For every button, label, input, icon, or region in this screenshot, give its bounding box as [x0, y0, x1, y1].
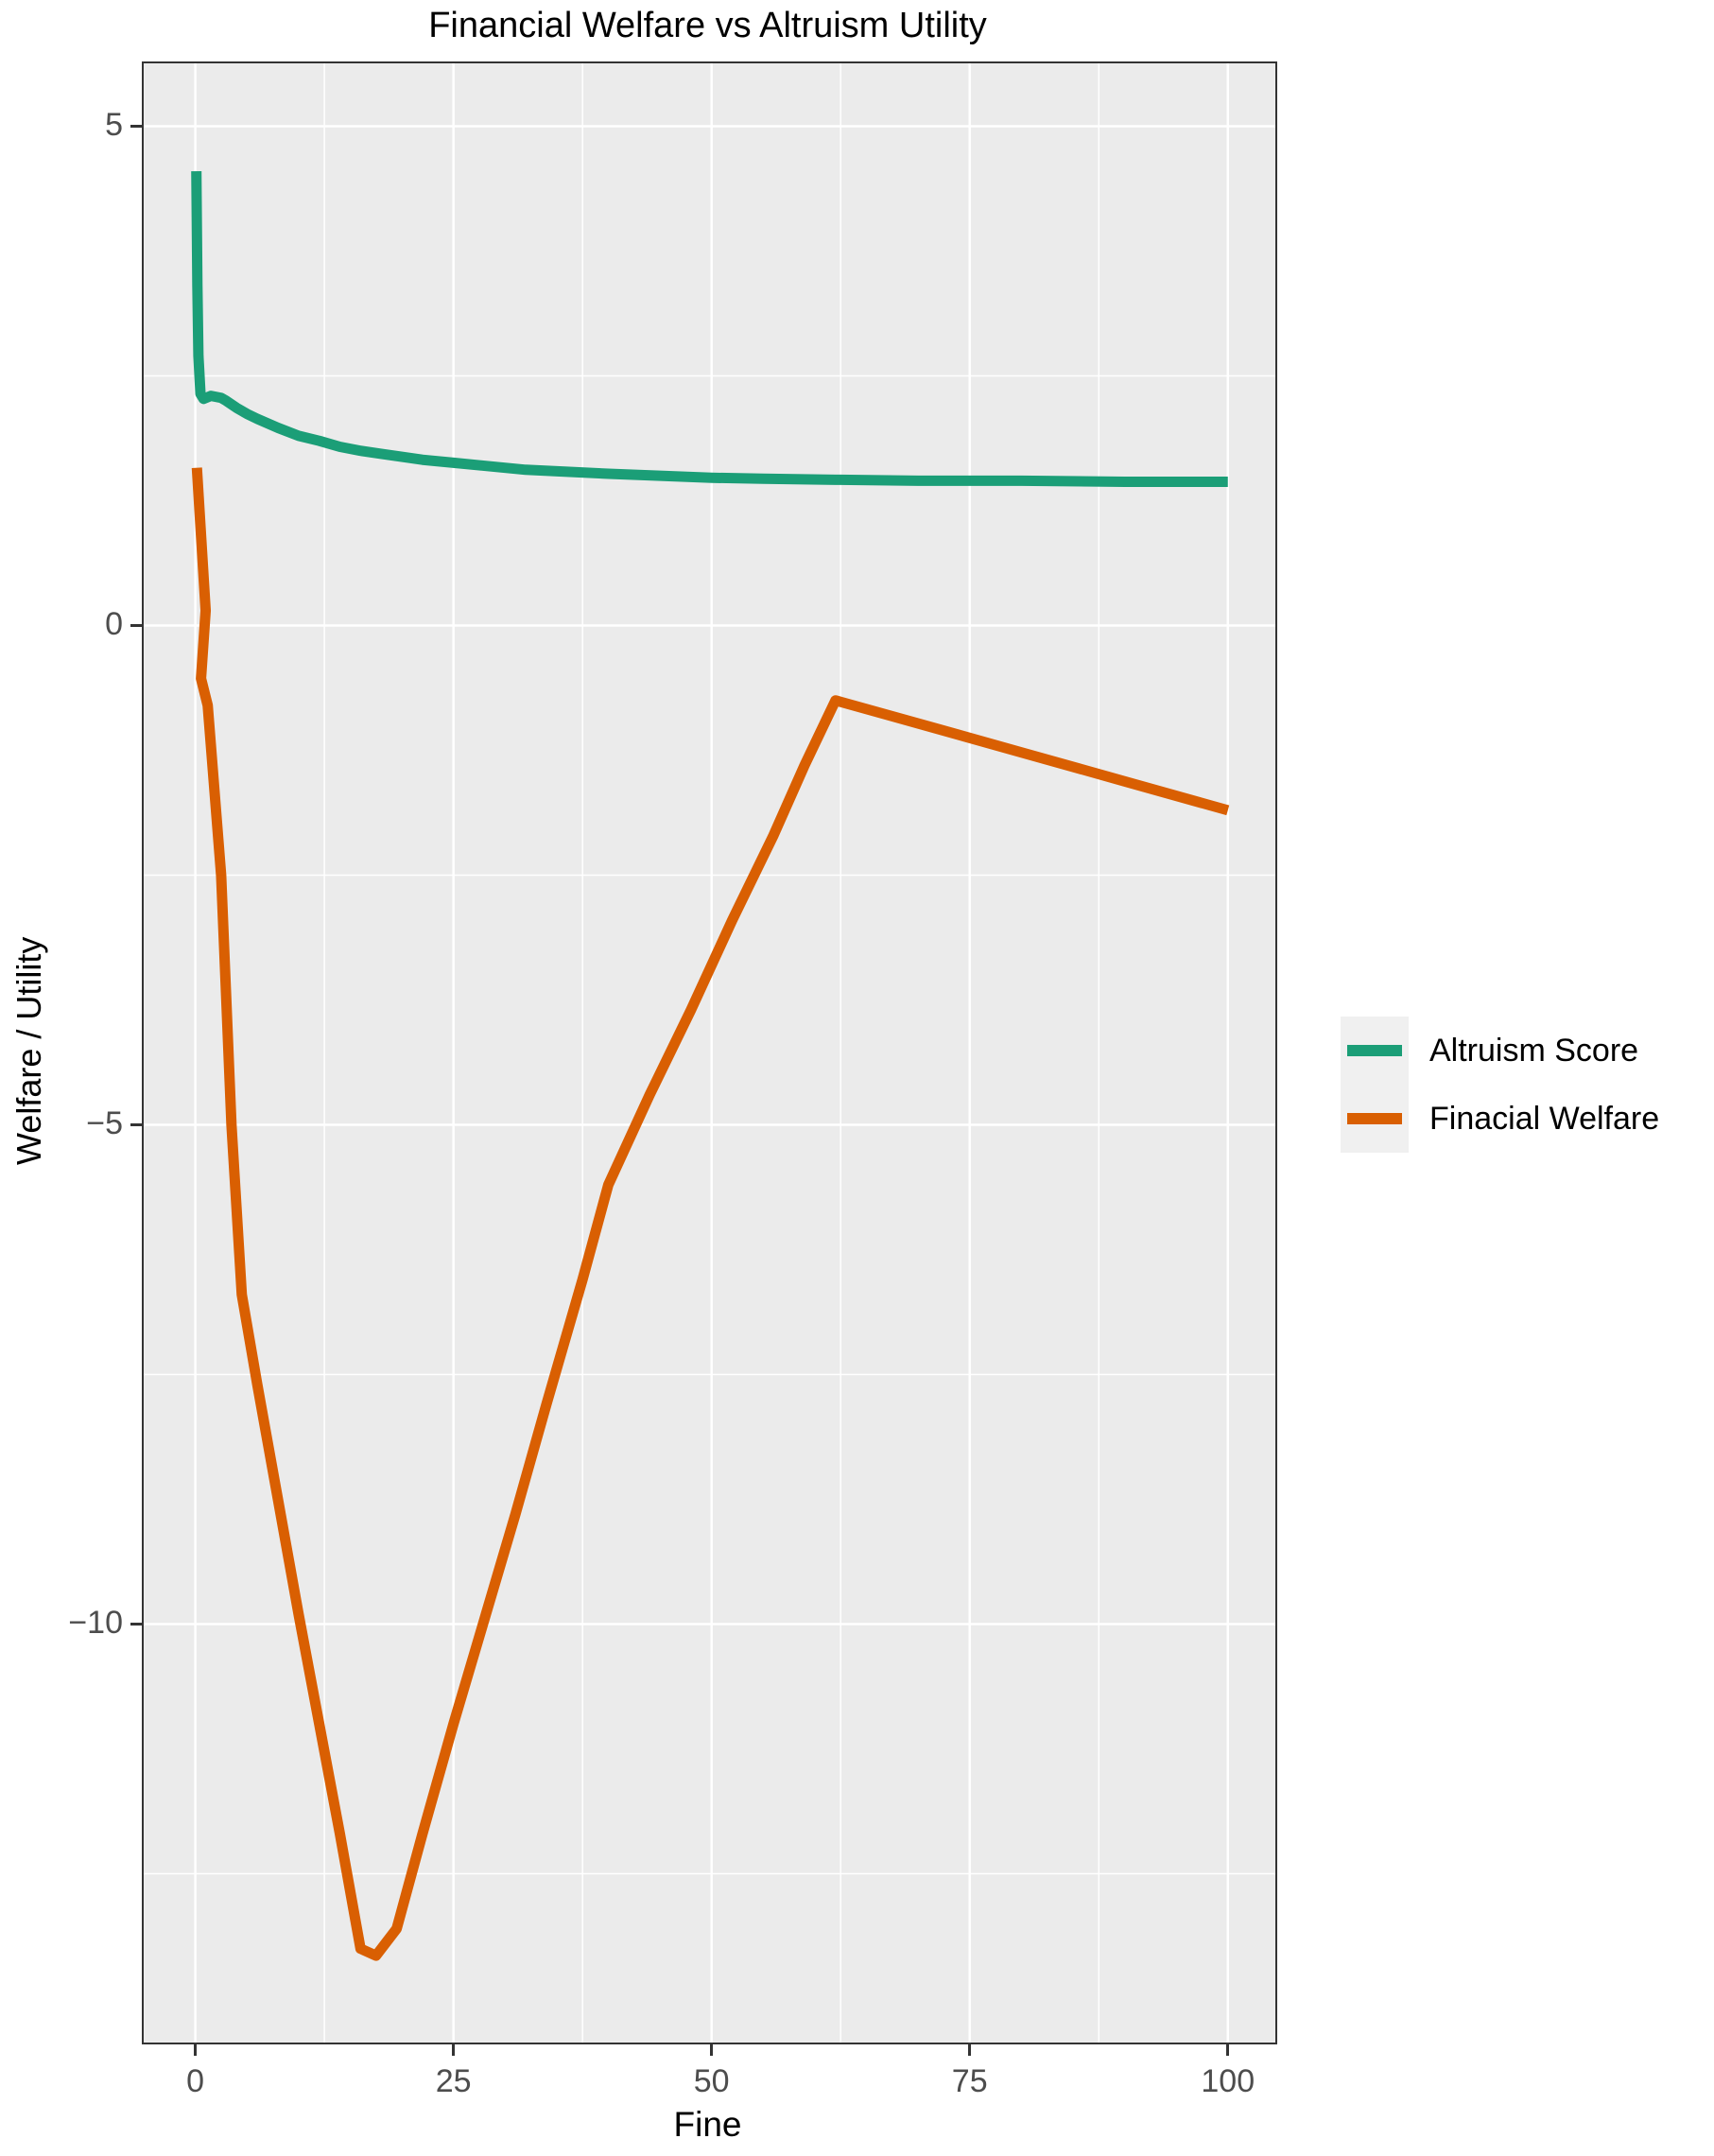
legend: Altruism Score Finacial Welfare — [1341, 1017, 1659, 1153]
plot-area — [144, 63, 1275, 2043]
x-tick-mark — [1226, 2044, 1230, 2056]
legend-label: Altruism Score — [1429, 1032, 1639, 1069]
x-tick-label: 100 — [1201, 2063, 1255, 2099]
x-tick-mark — [194, 2044, 198, 2056]
legend-line-swatch — [1347, 1113, 1402, 1124]
x-tick-label: 75 — [951, 2063, 988, 2099]
y-tick-label: −5 — [86, 1104, 123, 1141]
y-tick-mark — [130, 1623, 142, 1626]
line-finacial-welfare — [191, 467, 1230, 1961]
x-tick-label: 25 — [435, 2063, 472, 2099]
legend-item-finacial-welfare: Finacial Welfare — [1341, 1085, 1659, 1153]
x-tick-label: 0 — [186, 2063, 205, 2099]
y-tick-mark — [130, 624, 142, 628]
y-tick-mark — [130, 125, 142, 129]
x-tick-mark — [710, 2044, 714, 2056]
legend-key — [1341, 1085, 1409, 1153]
legend-key — [1341, 1017, 1409, 1085]
y-tick-label: −10 — [68, 1604, 123, 1641]
line-altruism-score — [191, 170, 1228, 487]
x-tick-mark — [968, 2044, 972, 2056]
y-tick-mark — [130, 1123, 142, 1127]
chart-title: Financial Welfare vs Altruism Utility — [428, 6, 987, 45]
legend-item-altruism-score: Altruism Score — [1341, 1017, 1659, 1085]
x-axis-title: Fine — [673, 2105, 742, 2144]
y-tick-label: 0 — [105, 605, 123, 642]
x-tick-mark — [452, 2044, 456, 2056]
legend-label: Finacial Welfare — [1429, 1100, 1660, 1137]
y-axis-title: Welfare / Utility — [9, 936, 48, 1166]
legend-line-swatch — [1347, 1045, 1402, 1056]
plot-panel — [142, 61, 1277, 2044]
y-tick-label: 5 — [105, 106, 123, 143]
x-tick-label: 50 — [693, 2063, 730, 2099]
